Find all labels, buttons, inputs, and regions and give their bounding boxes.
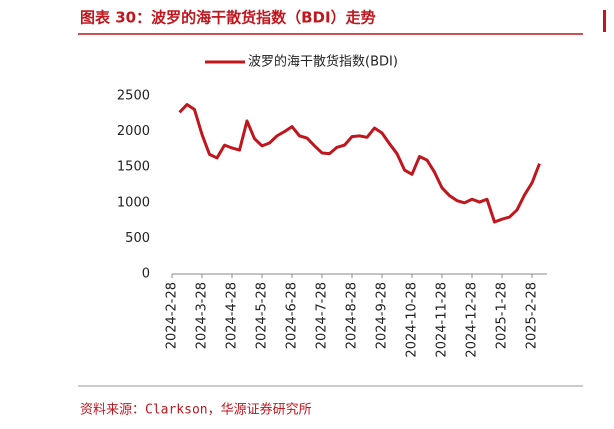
x-tick-label: 2024-10-28 [405,282,420,358]
x-tick-label: 2024-9-28 [375,282,390,349]
x-tick-label: 2024-8-28 [345,282,360,349]
x-tick-label: 2024-2-28 [165,282,180,349]
y-tick-label: 500 [125,231,150,246]
x-tick-label: 2024-6-28 [285,282,300,349]
x-tick-label: 2024-7-28 [315,282,330,349]
chart-title: 图表 30：波罗的海干散货指数（BDI）走势 [80,9,376,27]
legend-label: 波罗的海干散货指数(BDI) [248,54,398,70]
y-tick-label: 2000 [117,124,150,139]
x-tick-label: 2025-1-28 [495,282,510,349]
y-tick-label: 1500 [117,160,150,175]
x-tick-label: 2024-4-28 [225,282,240,349]
data-line [178,103,541,224]
x-tick-label: 2024-12-28 [465,282,480,358]
x-tick-label: 2024-3-28 [195,282,210,349]
x-tick-label: 2025-2-28 [525,282,540,349]
y-tick-label: 2500 [117,89,150,104]
y-tick-label: 0 [142,267,150,282]
source: 资料来源：Clarkson，华源证券研究所 [80,402,312,418]
x-tick-label: 2024-5-28 [255,282,270,349]
y-tick-label: 1000 [117,195,150,210]
x-tick-label: 2024-11-28 [435,282,450,358]
edge-mark [603,10,606,32]
